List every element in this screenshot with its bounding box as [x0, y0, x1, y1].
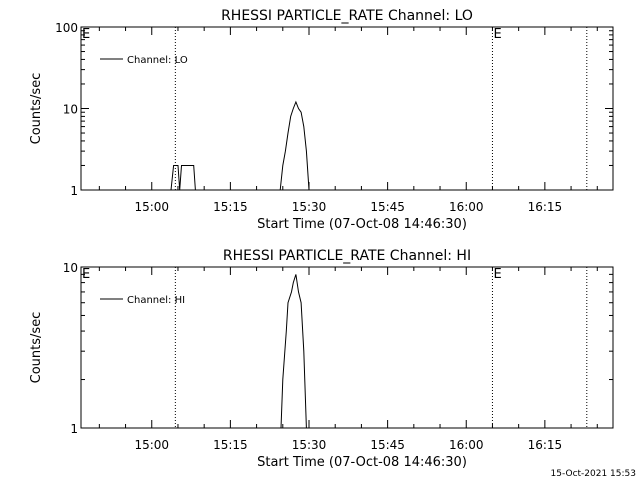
- series-line: [280, 274, 307, 429]
- event-marker-label: E: [493, 27, 501, 42]
- x-tick-label: 15:30: [292, 200, 327, 214]
- x-axis-label: Start Time (07-Oct-08 14:46:30): [257, 217, 467, 232]
- x-tick-label: 16:00: [449, 200, 484, 214]
- x-tick-label: 15:00: [134, 200, 169, 214]
- y-axis-label: Counts/sec: [29, 73, 44, 145]
- y-tick-label: 1: [70, 184, 78, 198]
- x-axis-label: Start Time (07-Oct-08 14:46:30): [257, 455, 467, 470]
- x-tick-label: 15:45: [370, 200, 405, 214]
- x-tick-label: 15:45: [370, 438, 405, 452]
- y-tick-label: 10: [63, 103, 78, 117]
- plot-timestamp: 15-Oct-2021 15:53: [551, 469, 636, 479]
- y-axis-label: Counts/sec: [29, 312, 44, 384]
- series-line: [279, 100, 310, 191]
- y-tick-label: 100: [55, 21, 78, 35]
- x-tick-label: 16:15: [528, 438, 563, 452]
- legend-entry: Channel: LO: [127, 55, 188, 66]
- x-tick-label: 15:15: [213, 438, 248, 452]
- x-tick-label: 15:15: [213, 200, 248, 214]
- x-tick-label: 16:00: [449, 438, 484, 452]
- x-tick-label: 16:15: [528, 200, 563, 214]
- chart-title: RHESSI PARTICLE_RATE Channel: LO: [221, 8, 473, 24]
- x-tick-label: 15:30: [292, 438, 327, 452]
- event-marker-label: E: [82, 27, 90, 42]
- legend-entry: Channel: HI: [127, 295, 185, 306]
- x-tick-label: 15:00: [134, 438, 169, 452]
- plot-frame: [80, 26, 614, 191]
- event-marker-label: E: [82, 267, 90, 282]
- chart-title: RHESSI PARTICLE_RATE Channel: HI: [223, 248, 471, 264]
- series-line: [170, 165, 196, 191]
- plot-frame: [80, 266, 614, 429]
- event-marker-label: E: [493, 267, 501, 282]
- y-tick-label: 10: [63, 261, 78, 275]
- chart-panel-0: RHESSI PARTICLE_RATE Channel: LO Start Ti…: [29, 8, 614, 232]
- chart-panel-1: RHESSI PARTICLE_RATE Channel: HI Start Ti…: [29, 248, 614, 470]
- y-tick-label: 1: [70, 422, 78, 436]
